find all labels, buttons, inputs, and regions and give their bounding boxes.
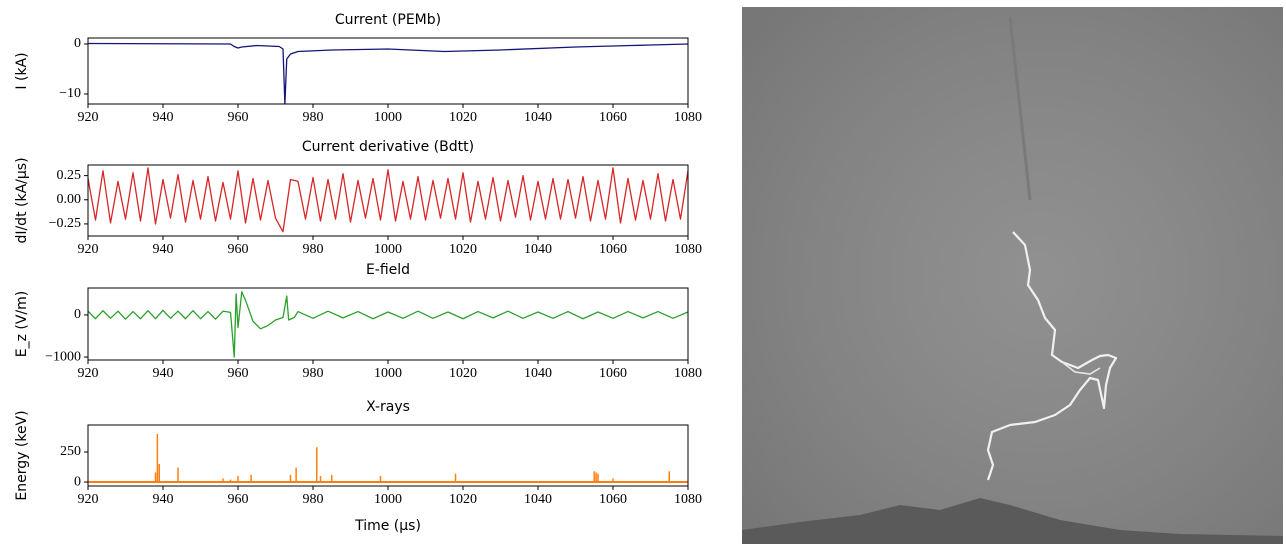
x-tick-label: 1080 [674, 242, 702, 257]
y-tick-label: −0.25 [49, 216, 81, 231]
x-tick-label: 1000 [374, 492, 402, 507]
lightning-branch [1061, 361, 1101, 375]
x-tick-label: 1060 [599, 492, 627, 507]
x-tick-label: 940 [153, 110, 174, 125]
y-tick-label: 0 [74, 36, 81, 51]
chart-title: X-rays [366, 399, 410, 415]
x-tick-label: 1060 [599, 110, 627, 125]
x-tick-label: 1080 [674, 110, 702, 125]
ground-silhouette [742, 498, 1283, 544]
series-line [87, 42, 689, 105]
plot-frame [87, 287, 689, 361]
x-tick-label: 980 [303, 242, 324, 257]
lightning-channel [986, 231, 1118, 481]
x-tick-label: 1020 [449, 110, 477, 125]
x-tick-label: 1020 [449, 492, 477, 507]
x-tick-label: 1000 [374, 366, 402, 381]
y-tick-label: −10 [59, 86, 81, 101]
x-tick-label: 920 [78, 366, 99, 381]
chart-title: Current (PEMb) [335, 12, 441, 28]
x-tick-label: 920 [78, 110, 99, 125]
x-tick-label: 980 [303, 366, 324, 381]
y-tick-label: 0.25 [57, 168, 82, 183]
x-tick-label: 1020 [449, 366, 477, 381]
y-tick-label: 0.00 [57, 192, 82, 207]
x-tick-label: 1040 [524, 492, 552, 507]
y-axis-label: Energy (keV) [14, 410, 30, 500]
x-tick-label: 960 [228, 492, 249, 507]
chart-title: Current derivative (Bdtt) [302, 139, 474, 155]
x-tick-label: 1080 [674, 492, 702, 507]
x-tick-label: 960 [228, 110, 249, 125]
x-tick-label: 1040 [524, 366, 552, 381]
x-tick-label: 1000 [374, 242, 402, 257]
y-axis-label: E_z (V/m) [14, 291, 30, 358]
x-tick-label: 960 [228, 366, 249, 381]
x-tick-label: 940 [153, 366, 174, 381]
plot-frame [87, 424, 689, 487]
x-tick-label: 1040 [524, 110, 552, 125]
x-tick-label: 1080 [674, 366, 702, 381]
x-tick-label: 1020 [449, 242, 477, 257]
x-tick-label: 980 [303, 110, 324, 125]
series-line [87, 167, 689, 233]
y-tick-label: −1000 [45, 349, 81, 364]
x-tick-label: 1060 [599, 366, 627, 381]
y-tick-label: 0 [74, 307, 81, 322]
x-tick-label: 920 [78, 242, 99, 257]
photo-shade [742, 7, 1283, 544]
x-tick-label: 1000 [374, 110, 402, 125]
y-axis-label: dI/dt (kA/μs) [14, 157, 30, 243]
plot-frame [87, 37, 689, 105]
y-tick-label: 0 [74, 474, 81, 489]
x-tick-label: 1040 [524, 242, 552, 257]
x-tick-label: 960 [228, 242, 249, 257]
x-tick-label: 920 [78, 492, 99, 507]
streak [1008, 16, 1032, 201]
x-axis-label: Time (μs) [354, 518, 421, 534]
x-tick-label: 940 [153, 492, 174, 507]
plot-frame [87, 164, 689, 237]
y-tick-label: 250 [60, 444, 81, 459]
x-tick-label: 980 [303, 492, 324, 507]
x-tick-label: 1060 [599, 242, 627, 257]
chart-title: E-field [366, 262, 410, 278]
x-tick-label: 940 [153, 242, 174, 257]
series-line [87, 291, 689, 358]
y-axis-label: I (kA) [14, 52, 30, 89]
